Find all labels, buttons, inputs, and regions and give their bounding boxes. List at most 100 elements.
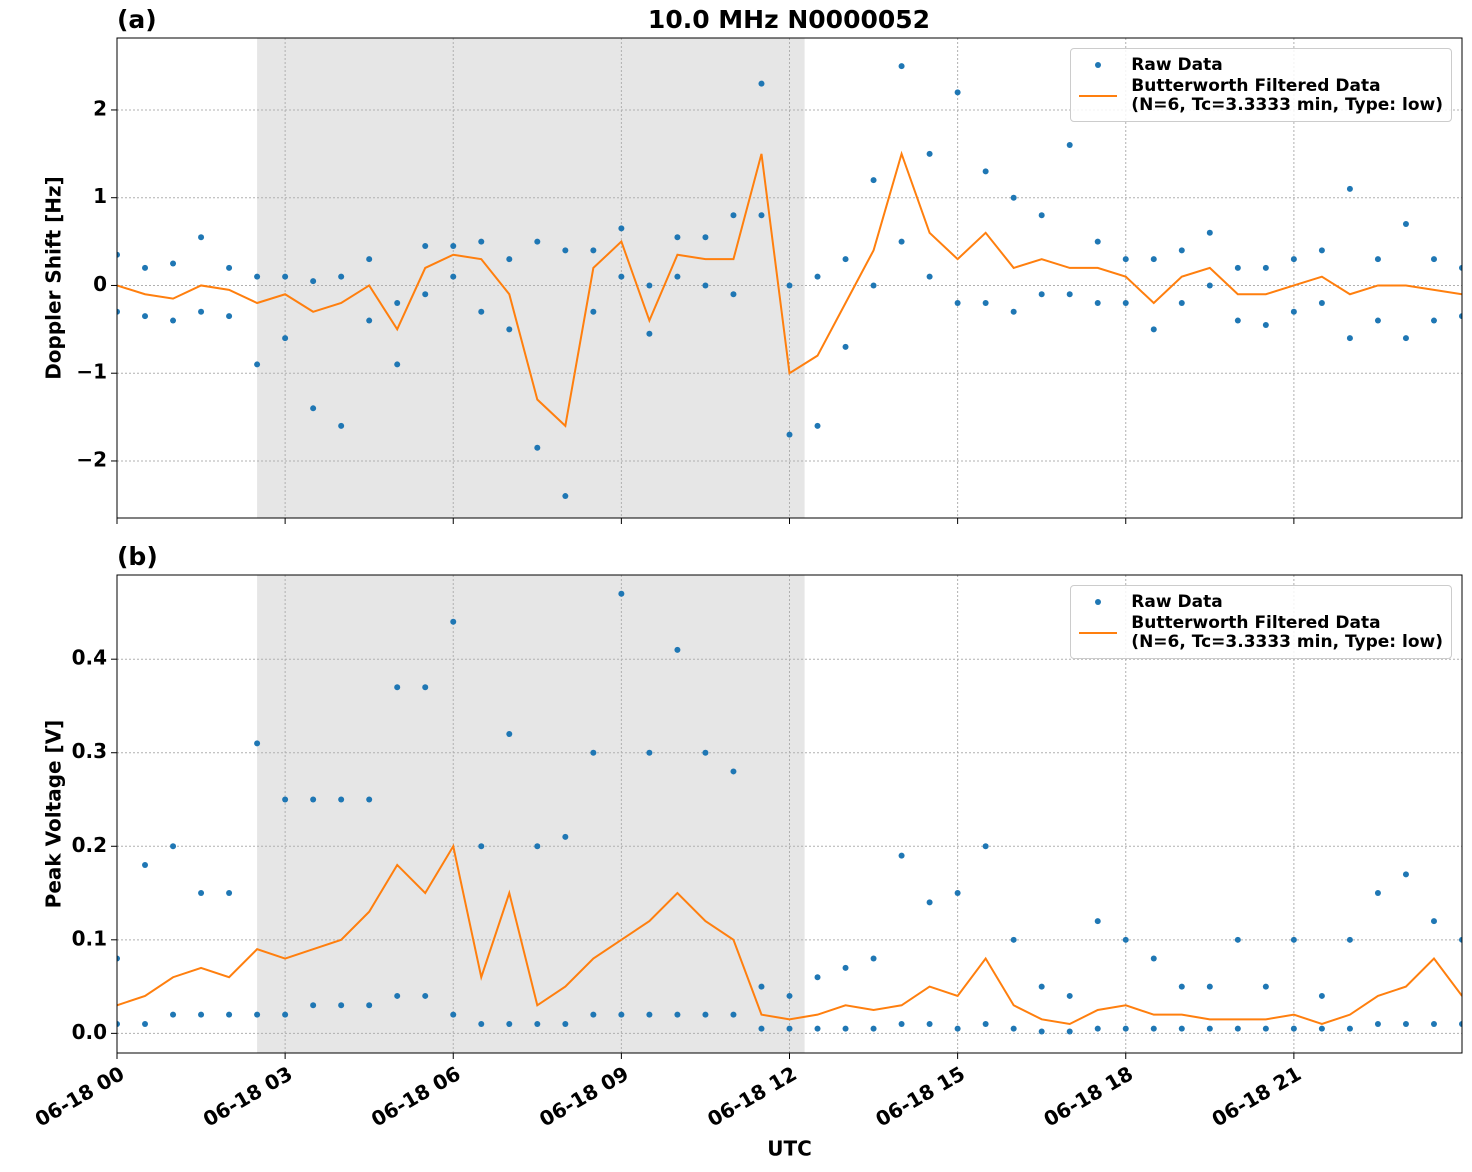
filtered-line — [117, 843, 1462, 1026]
raw-point — [1262, 1025, 1269, 1032]
raw-point — [1459, 264, 1462, 271]
raw-point — [366, 1002, 373, 1009]
legend: Raw Data Butterworth Filtered Data (N=6, … — [1070, 585, 1452, 659]
raw-point — [1459, 313, 1462, 320]
raw-point — [982, 1021, 989, 1028]
raw-point — [226, 264, 233, 271]
panel-label: (b) — [117, 542, 158, 571]
raw-point — [926, 899, 933, 906]
x-tick-label: 06-18 21 — [1208, 1061, 1306, 1131]
raw-point — [422, 291, 429, 298]
plot-area — [117, 63, 1462, 500]
legend-label: Raw Data — [1131, 591, 1223, 612]
raw-point — [1150, 326, 1157, 333]
raw-point — [117, 955, 120, 962]
raw-point — [1094, 918, 1101, 925]
raw-point — [1066, 291, 1073, 298]
legend-label: Raw Data — [1131, 54, 1223, 75]
axes-frame — [116, 37, 1463, 519]
raw-point — [562, 833, 569, 840]
raw-point — [702, 1011, 709, 1018]
raw-point — [478, 308, 485, 315]
raw-point — [702, 749, 709, 756]
raw-point — [117, 251, 120, 258]
raw-point — [674, 273, 681, 280]
raw-point — [870, 282, 877, 289]
y-tick-label: 1 — [93, 184, 107, 208]
raw-point — [254, 361, 261, 368]
panel-label: (a) — [117, 5, 157, 34]
raw-point — [1459, 1021, 1462, 1028]
raw-point — [1178, 300, 1185, 307]
raw-point — [702, 282, 709, 289]
raw-point — [954, 300, 961, 307]
legend-entry: Raw Data — [1079, 592, 1443, 612]
raw-point — [562, 493, 569, 500]
raw-point — [786, 282, 793, 289]
raw-point — [870, 177, 877, 184]
raw-point — [1346, 185, 1353, 192]
raw-point — [366, 256, 373, 263]
raw-point — [646, 1011, 653, 1018]
legend-key — [1079, 592, 1117, 612]
raw-point — [170, 317, 177, 324]
raw-point — [786, 431, 793, 438]
raw-point — [1066, 992, 1073, 999]
raw-point — [282, 273, 289, 280]
raw-point — [1402, 871, 1409, 878]
raw-point — [562, 247, 569, 254]
raw-point — [590, 749, 597, 756]
raw-point — [786, 1025, 793, 1032]
raw-point — [1459, 936, 1462, 943]
raw-point — [310, 405, 317, 412]
raw-point — [338, 1002, 345, 1009]
raw-point — [198, 1011, 205, 1018]
raw-point — [450, 273, 457, 280]
raw-point — [198, 234, 205, 241]
raw-point — [674, 646, 681, 653]
raw-point — [1094, 238, 1101, 245]
raw-point — [198, 308, 205, 315]
legend-entry: Butterworth Filtered Data (N=6, Tc=3.333… — [1079, 614, 1443, 652]
raw-point — [366, 317, 373, 324]
raw-point — [786, 992, 793, 999]
raw-point — [1262, 321, 1269, 328]
raw-point — [1234, 936, 1241, 943]
y-tick-label: 0.2 — [72, 833, 107, 857]
raw-point — [1010, 1025, 1017, 1032]
raw-point — [646, 282, 653, 289]
raw-point — [842, 964, 849, 971]
raw-point — [450, 242, 457, 249]
raw-point — [1150, 1025, 1157, 1032]
raw-point — [366, 796, 373, 803]
x-tick-label: 06-18 06 — [367, 1061, 465, 1131]
raw-point — [1290, 256, 1297, 263]
raw-point — [394, 992, 401, 999]
raw-point — [1122, 936, 1129, 943]
raw-point — [450, 1011, 457, 1018]
raw-point — [117, 308, 120, 315]
raw-point — [954, 890, 961, 897]
raw-point — [982, 168, 989, 175]
raw-point — [1430, 1021, 1437, 1028]
raw-point — [1346, 1025, 1353, 1032]
raw-point — [1010, 194, 1017, 201]
raw-point — [1346, 936, 1353, 943]
y-tick-label: 0 — [93, 272, 107, 296]
raw-point — [1122, 256, 1129, 263]
x-tick-label: 06-18 15 — [871, 1061, 969, 1131]
y-axis-label: Peak Voltage [V] — [42, 720, 66, 909]
raw-point — [506, 326, 513, 333]
raw-point — [842, 343, 849, 350]
legend: Raw Data Butterworth Filtered Data (N=6, … — [1070, 48, 1452, 122]
raw-point — [1402, 335, 1409, 342]
raw-point — [898, 238, 905, 245]
raw-point — [730, 1011, 737, 1018]
raw-point — [674, 1011, 681, 1018]
raw-point — [1430, 317, 1437, 324]
raw-point — [534, 238, 541, 245]
raw-point — [254, 273, 261, 280]
raw-point — [1318, 992, 1325, 999]
raw-point — [254, 740, 261, 747]
